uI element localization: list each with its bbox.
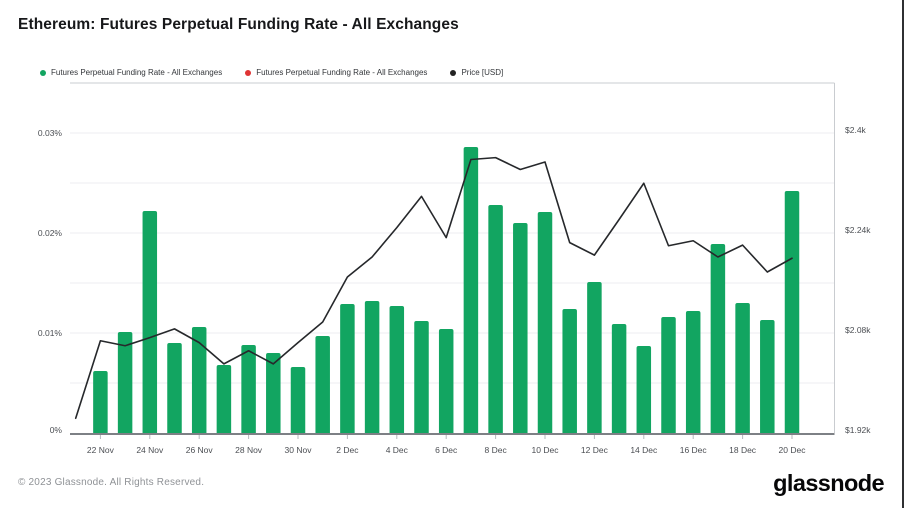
- left-axis-label: 0.03%: [38, 128, 63, 138]
- funding-rate-bar: [537, 212, 553, 433]
- funding-rate-bar: [364, 301, 380, 433]
- funding-rate-bar: [438, 329, 454, 433]
- funding-rate-bar: [513, 223, 528, 433]
- funding-rate-bar: [463, 147, 479, 433]
- funding-rate-bar: [191, 327, 207, 433]
- legend-item-funding-green[interactable]: Futures Perpetual Funding Rate - All Exc…: [40, 68, 222, 77]
- left-axis-label: 0.01%: [38, 328, 63, 338]
- legend-label: Price [USD]: [461, 68, 504, 77]
- right-axis-label: $2.08k: [845, 325, 871, 335]
- x-tick-label: 4 Dec: [386, 445, 409, 455]
- x-tick-label: 24 Nov: [136, 445, 164, 455]
- funding-rate-bar: [93, 371, 108, 433]
- right-edge-border: [902, 0, 904, 508]
- x-tick-label: 12 Dec: [581, 445, 609, 455]
- right-axis-label: $1.92k: [845, 425, 871, 435]
- funding-rate-bar: [685, 311, 701, 433]
- funding-rate-bar: [117, 332, 133, 433]
- legend-item-funding-red[interactable]: Futures Perpetual Funding Rate - All Exc…: [245, 68, 427, 77]
- chart-title: Ethereum: Futures Perpetual Funding Rate…: [18, 16, 459, 33]
- right-axis-label: $2.4k: [845, 125, 867, 135]
- funding-rate-bar: [389, 306, 405, 433]
- black-dot-icon: [450, 69, 457, 76]
- x-tick-label: 8 Dec: [484, 445, 507, 455]
- x-tick-label: 14 Dec: [630, 445, 658, 455]
- funding-rate-bar: [414, 321, 429, 433]
- x-tick-label: 16 Dec: [680, 445, 708, 455]
- red-dot-icon: [245, 69, 252, 76]
- funding-rate-bar: [562, 309, 577, 433]
- x-tick-label: 26 Nov: [186, 445, 214, 455]
- funding-rate-bar: [710, 244, 726, 433]
- funding-rate-bar: [142, 211, 158, 433]
- left-axis-label: 0%: [50, 425, 63, 435]
- legend-label: Futures Perpetual Funding Rate - All Exc…: [256, 68, 428, 77]
- funding-rate-bar: [315, 336, 330, 433]
- copyright-text: © 2023 Glassnode. All Rights Reserved.: [18, 477, 205, 488]
- price-line: [74, 156, 793, 420]
- funding-rate-bar: [340, 304, 355, 433]
- x-tick-label: 30 Nov: [285, 445, 313, 455]
- funding-rate-bar: [587, 282, 602, 433]
- legend-label: Futures Perpetual Funding Rate - All Exc…: [51, 68, 223, 77]
- funding-rate-bar: [241, 345, 256, 433]
- funding-rate-bar: [266, 353, 281, 433]
- funding-rate-bar: [636, 346, 652, 433]
- funding-rate-bar: [784, 191, 800, 433]
- x-tick-label: 28 Nov: [235, 445, 263, 455]
- x-tick-label: 18 Dec: [729, 445, 757, 455]
- chart-legend: Futures Perpetual Funding Rate - All Exc…: [40, 68, 503, 77]
- legend-item-price[interactable]: Price [USD]: [450, 68, 503, 77]
- green-dot-icon: [40, 69, 46, 76]
- right-axis-label: $2.24k: [845, 225, 871, 235]
- funding-rate-bar: [661, 317, 676, 433]
- glassnode-logo: glassnode: [773, 470, 884, 496]
- funding-rate-bar: [216, 365, 232, 433]
- funding-rate-bar: [290, 367, 306, 433]
- funding-rate-price-chart: 22 Nov 24 Nov 26 Nov 28 Nov 30 Nov 2 Dec 4 Dec…: [38, 82, 871, 455]
- funding-rate-bar: [611, 324, 627, 433]
- funding-rate-bar: [488, 205, 503, 433]
- x-tick-label: 6 Dec: [435, 445, 458, 455]
- x-tick-label: 10 Dec: [532, 445, 560, 455]
- left-axis-label: 0.02%: [38, 228, 63, 238]
- x-tick-label: 2 Dec: [336, 445, 359, 455]
- funding-rate-bar: [167, 343, 182, 433]
- funding-rate-bar: [735, 303, 750, 433]
- x-tick-label: 22 Nov: [87, 445, 115, 455]
- x-tick-label: 20 Dec: [779, 445, 807, 455]
- funding-rate-bar: [760, 320, 775, 433]
